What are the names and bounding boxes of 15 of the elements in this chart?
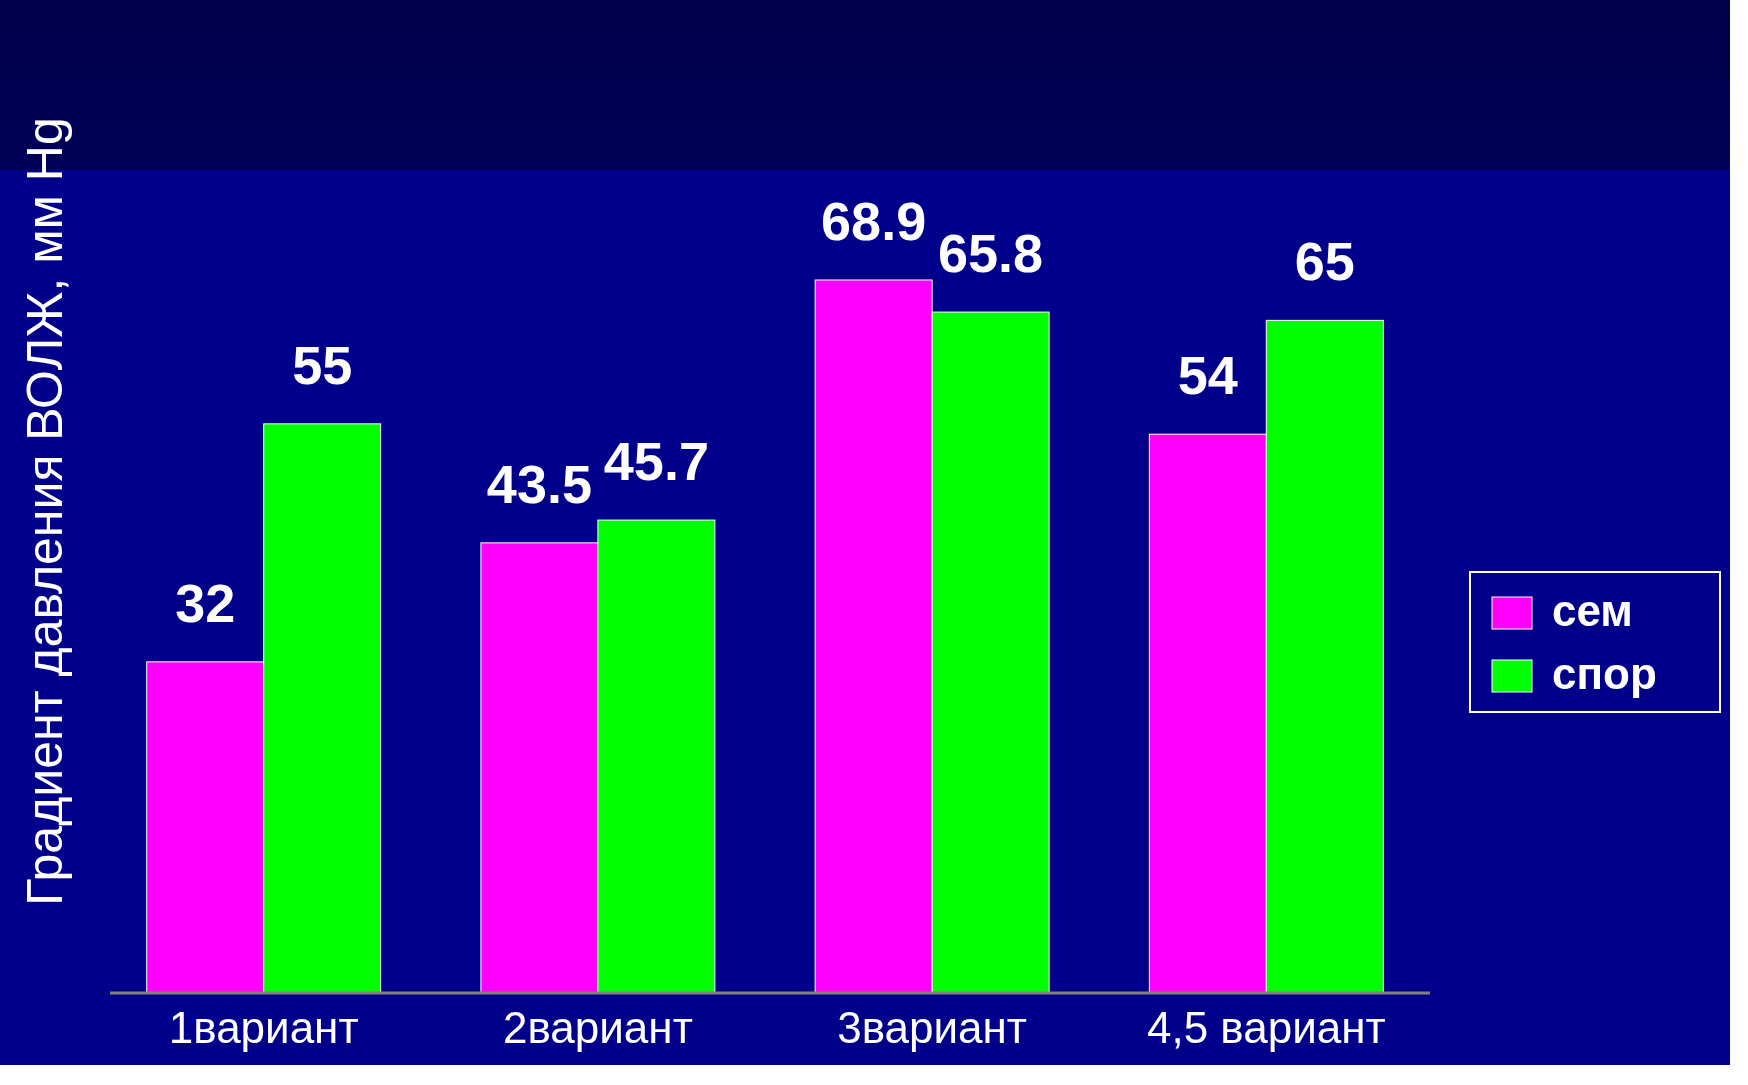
data-label: 54 bbox=[1177, 345, 1238, 406]
data-label: 32 bbox=[175, 572, 236, 633]
data-label: 65.8 bbox=[938, 223, 1044, 284]
data-label: 65 bbox=[1294, 231, 1355, 292]
x-tick-label: 3вариант bbox=[837, 1003, 1027, 1052]
legend-label: спор bbox=[1552, 649, 1657, 698]
data-label: 43.5 bbox=[486, 453, 592, 514]
x-tick-label: 2вариант bbox=[503, 1003, 693, 1052]
data-label: 45.7 bbox=[603, 431, 709, 492]
legend-label: сем bbox=[1552, 586, 1633, 635]
data-label: 68.9 bbox=[821, 191, 927, 251]
y-axis-title: Градиент давления ВОЛЖ, мм Hg bbox=[17, 117, 73, 906]
data-label: 55 bbox=[292, 334, 353, 395]
x-tick-label: 1вариант bbox=[168, 1003, 359, 1052]
x-tick-label: 4,5 вариант bbox=[1146, 1003, 1386, 1052]
